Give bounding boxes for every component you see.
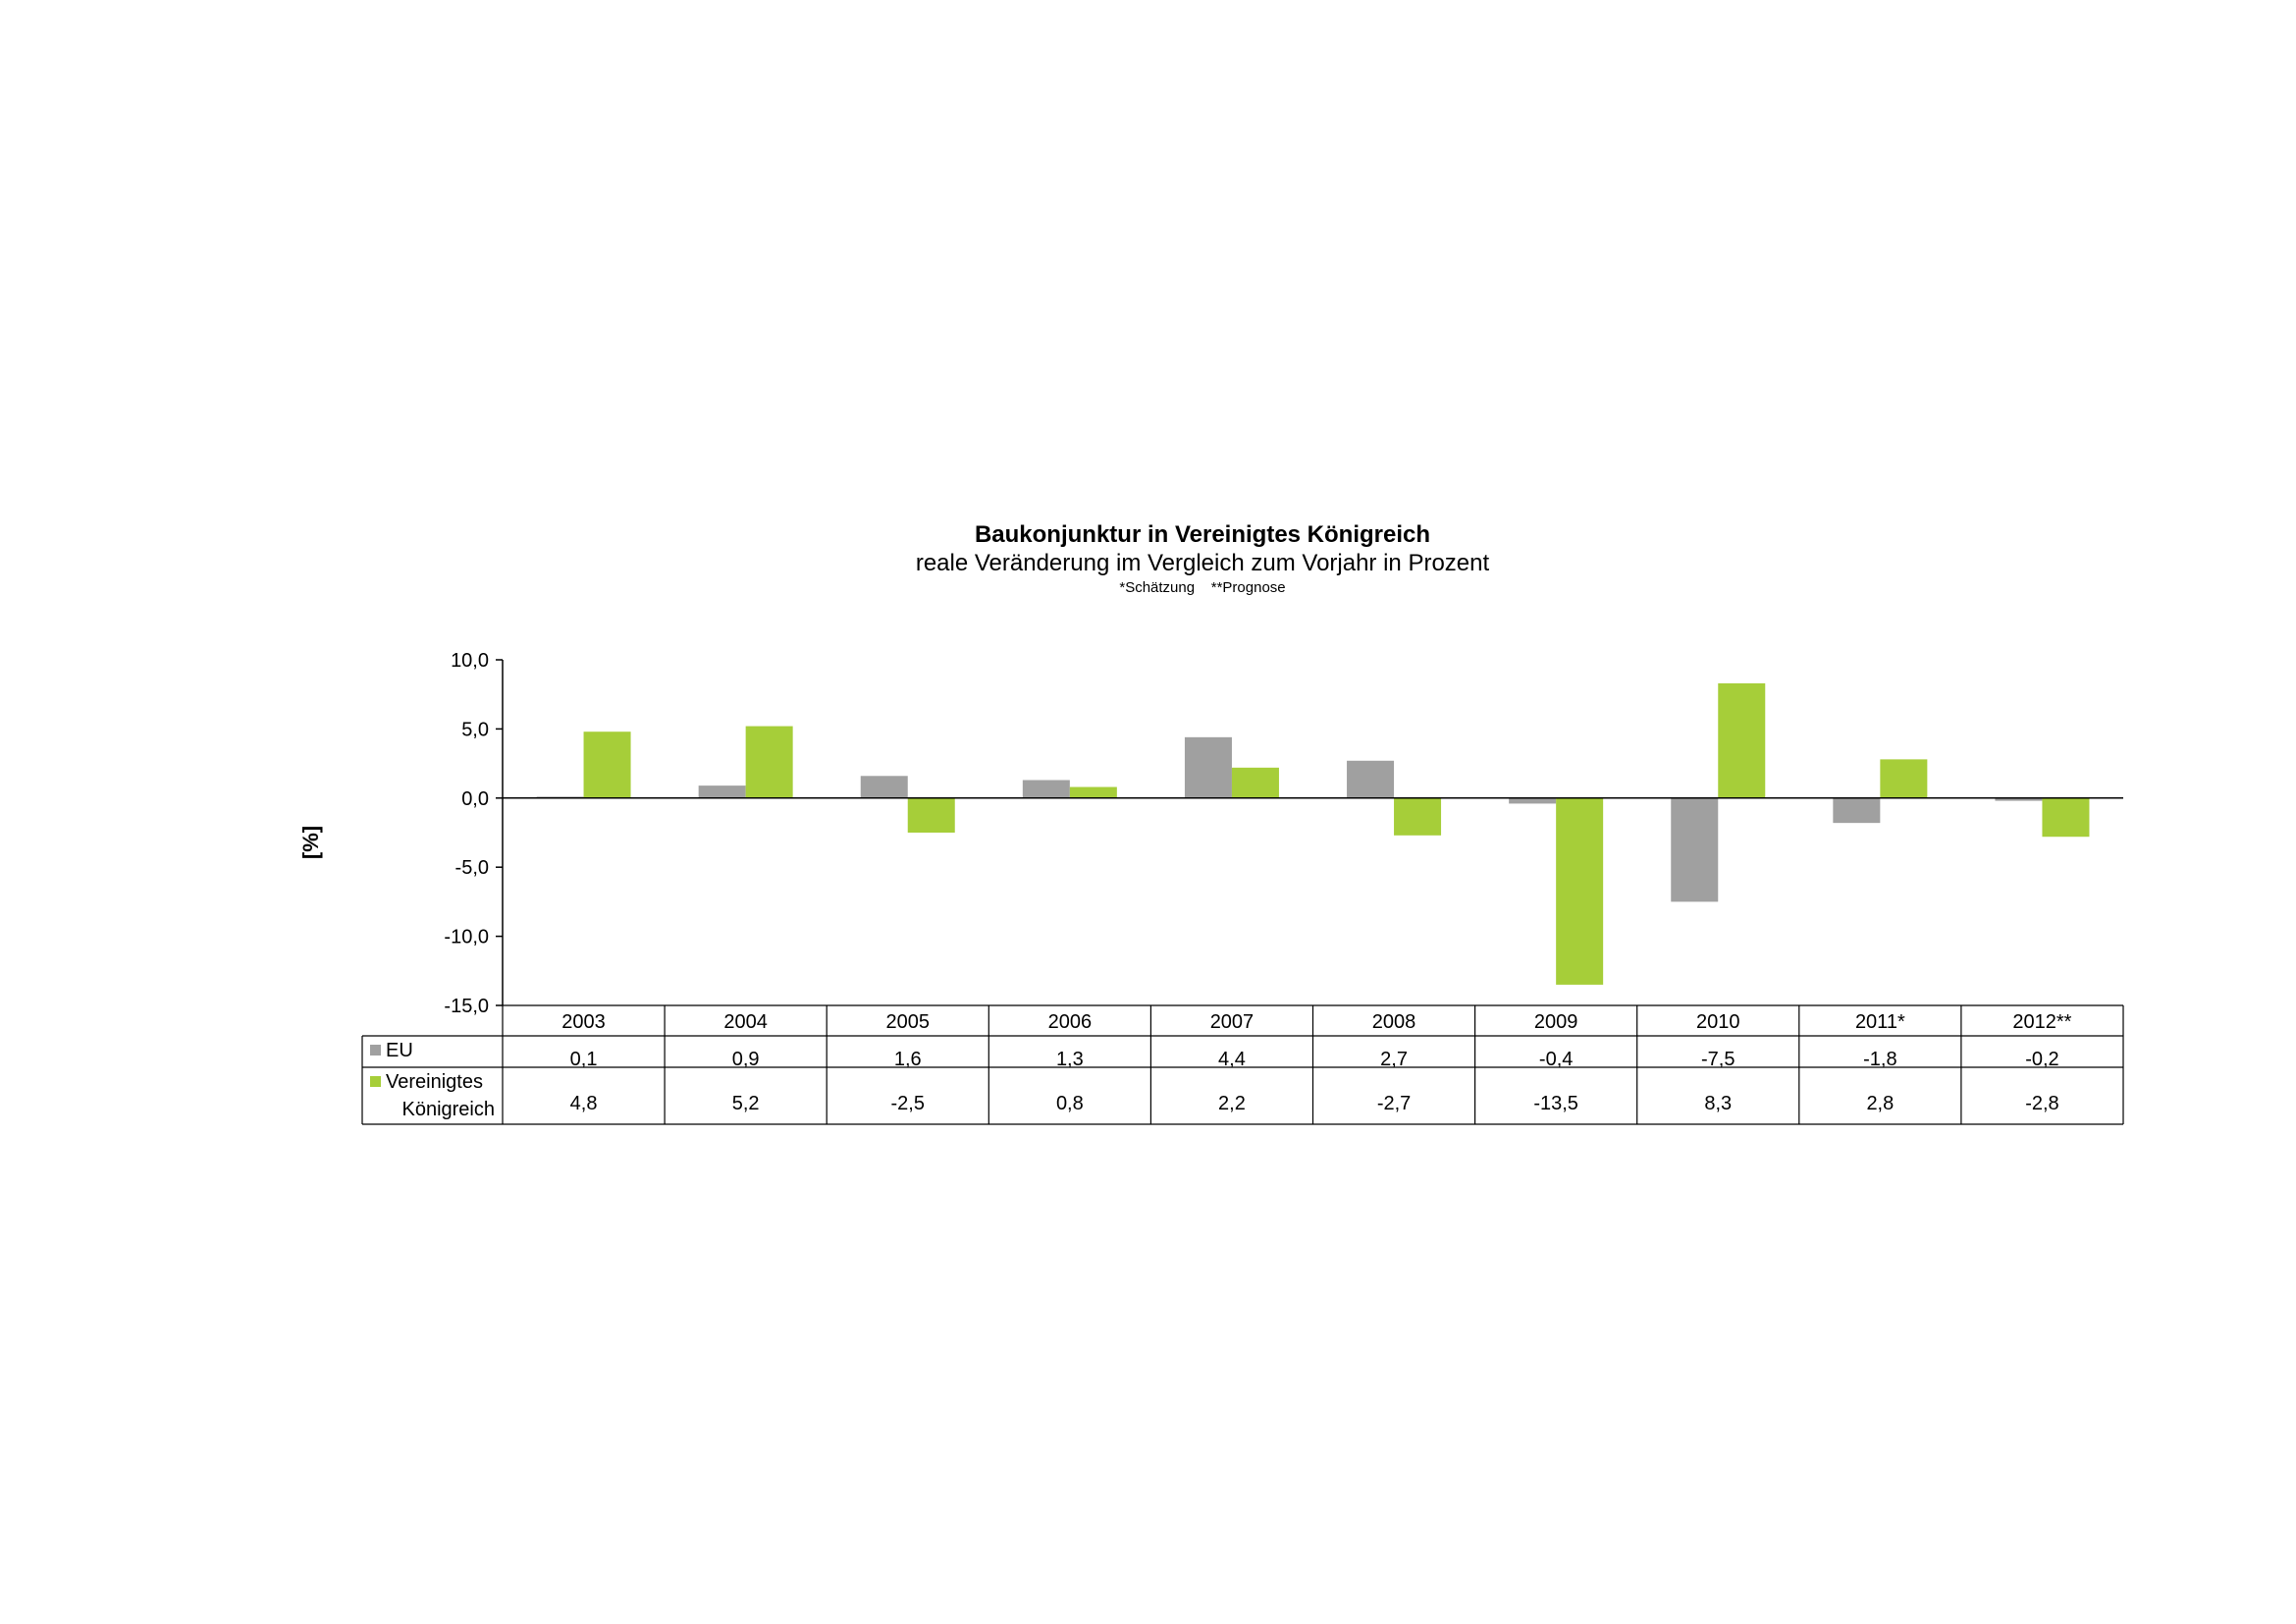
bar-eu xyxy=(1022,780,1070,798)
data-label-eu: -1,8 xyxy=(1863,1049,1896,1070)
data-label-uk: 4,8 xyxy=(570,1093,598,1114)
bar-uk xyxy=(583,731,631,798)
data-label-eu: -0,2 xyxy=(2025,1049,2058,1070)
category-label: 2008 xyxy=(1372,1011,1416,1033)
plot-area: 10,0 5,0 0,0 -5,0 -10,0 -15,0 xyxy=(444,650,2123,1017)
data-label-uk: -2,5 xyxy=(891,1093,925,1114)
bar-eu xyxy=(1184,736,1232,798)
chart-subtitle: reale Veränderung im Vergleich zum Vorja… xyxy=(916,550,1490,576)
y-tick-label: 0,0 xyxy=(461,788,489,810)
data-table: 2003 2004 2005 2006 2007 2008 2009 2010 2011* 201… xyxy=(361,1004,2124,1125)
bar-eu xyxy=(1509,797,1557,804)
data-label-eu: 2,7 xyxy=(1380,1049,1408,1070)
legend-label-line2: Königreich xyxy=(401,1099,495,1120)
legend-swatch xyxy=(370,1045,381,1056)
category-label: 2011* xyxy=(1855,1011,1905,1033)
data-label-eu: 1,3 xyxy=(1056,1049,1084,1070)
y-tick-label: 10,0 xyxy=(451,650,489,672)
bar-uk xyxy=(1069,786,1117,798)
legend-label: EU xyxy=(386,1040,413,1061)
data-label-uk: -13,5 xyxy=(1533,1093,1578,1114)
y-tick-label: -5,0 xyxy=(455,857,489,879)
bar-uk xyxy=(1556,797,1604,985)
data-label-uk: -2,7 xyxy=(1377,1093,1411,1114)
bar-uk xyxy=(745,726,793,798)
bar-uk xyxy=(1880,759,1928,798)
data-label-eu: 0,1 xyxy=(570,1049,598,1070)
bar-uk xyxy=(1231,767,1279,798)
chart-title: Baukonjunktur in Vereinigtes Königreich xyxy=(975,521,1430,548)
legend-swatch xyxy=(370,1076,381,1087)
chart-note: *Schätzung **Prognose xyxy=(1119,579,1285,596)
bar-eu xyxy=(698,785,746,798)
category-label: 2007 xyxy=(1210,1011,1255,1033)
data-label-eu: 4,4 xyxy=(1218,1049,1246,1070)
bar-eu xyxy=(1833,797,1881,824)
data-label-uk: -2,8 xyxy=(2025,1093,2058,1114)
bar-eu xyxy=(1995,797,2043,801)
y-tick-label: 5,0 xyxy=(461,719,489,740)
bar-uk xyxy=(2042,797,2090,838)
bar-uk xyxy=(1394,797,1442,836)
bar-uk xyxy=(1718,682,1766,798)
data-label-eu: -7,5 xyxy=(1701,1049,1735,1070)
category-label: 2005 xyxy=(886,1011,931,1033)
data-label-eu: 1,6 xyxy=(894,1049,922,1070)
data-label-uk: 0,8 xyxy=(1056,1093,1084,1114)
category-label: 2010 xyxy=(1696,1011,1740,1033)
data-label-uk: 2,8 xyxy=(1866,1093,1894,1114)
bar-eu xyxy=(860,776,908,798)
category-label: 2006 xyxy=(1048,1011,1093,1033)
y-axis-label: [%] xyxy=(298,826,323,859)
data-label-eu: 0,9 xyxy=(732,1049,760,1070)
category-label: 2003 xyxy=(561,1011,606,1033)
legend-label-line1: Vereinigtes xyxy=(386,1071,483,1093)
data-label-uk: 8,3 xyxy=(1704,1093,1732,1114)
category-label: 2012** xyxy=(2012,1011,2071,1033)
y-tick-label: -10,0 xyxy=(444,927,489,948)
bar-uk xyxy=(907,797,955,833)
data-label-uk: 2,2 xyxy=(1218,1093,1246,1114)
data-label-eu: -0,4 xyxy=(1539,1049,1573,1070)
category-label: 2009 xyxy=(1534,1011,1578,1033)
data-label-uk: 5,2 xyxy=(732,1093,760,1114)
bar-eu xyxy=(1671,797,1719,902)
category-label: 2004 xyxy=(723,1011,768,1033)
y-tick-label: -15,0 xyxy=(444,996,489,1017)
bar-eu xyxy=(1347,760,1395,798)
